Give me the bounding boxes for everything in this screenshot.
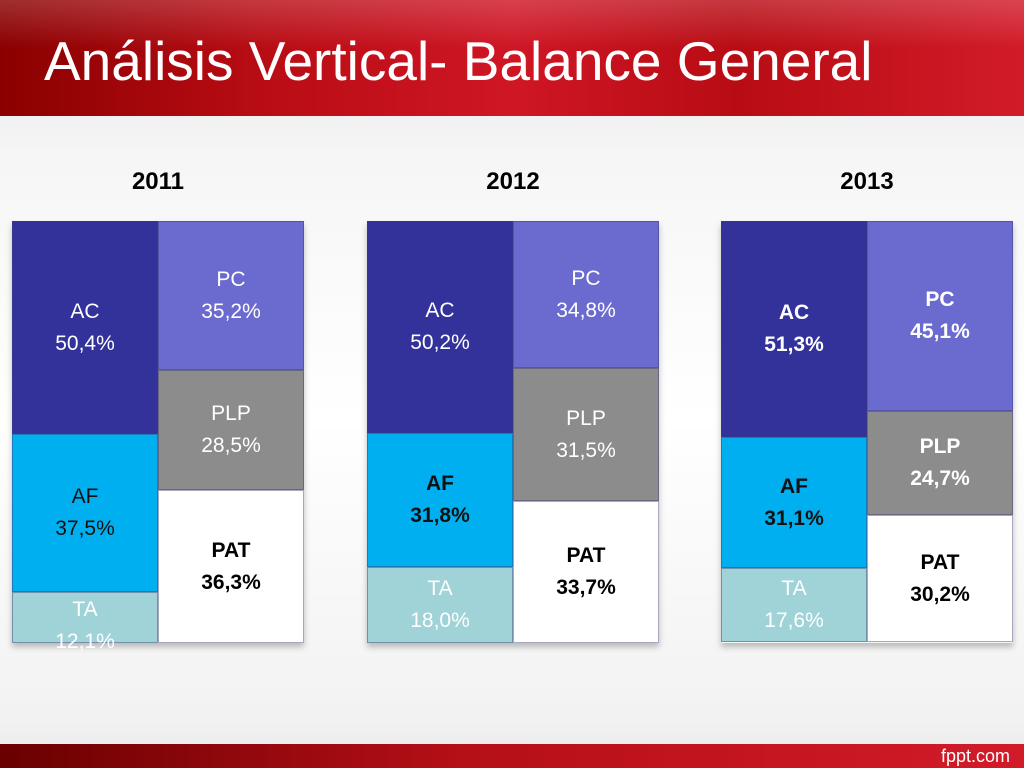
label-pc-2013: PC 45,1% [910,288,970,343]
title-bar: Análisis Vertical- Balance General [0,0,1024,116]
label-ta-2013: TA 17,6% [764,577,824,632]
label-af-2011: AF 37,5% [55,485,115,540]
label-ta-2011: TA 12,1% [55,598,115,653]
label-af-2012: AF 31,8% [410,472,470,527]
segment-plp-2011 [158,370,304,490]
label-pc-2011: PC 35,2% [201,267,261,323]
segment-ta-2013 [721,568,867,642]
segment-ta-2011 [12,592,158,643]
year-label-2011: 2011 [131,168,185,195]
segment-pc-2012 [513,221,659,368]
year-label-2012: 2012 [486,168,540,195]
balance-panel-2013: AC 51,3% AF 31,1% TA 17,6% PC 45,1% PLP 24,7… [721,221,1013,643]
label-ac-2011: AC 50,4% [55,299,115,355]
balance-panel-2012: AC 50,2% AF 31,8% TA 18,0% PC 34,8% PLP 31,5… [367,221,659,643]
segment-pc-2011 [158,221,304,370]
label-ta-2012: TA 18,0% [410,577,470,632]
label-pat-2012: PAT 33,7% [556,544,616,599]
label-pat-2013: PAT 30,2% [910,550,970,606]
label-plp-2012: PLP 31,5% [556,406,616,462]
segment-pat-2012 [513,501,659,643]
year-label-2013: 2013 [840,168,894,195]
segment-plp-2013 [867,411,1013,515]
segment-ac-2013 [721,221,867,437]
label-plp-2013: PLP 24,7% [910,435,970,490]
segment-af-2011 [12,434,158,592]
segment-pc-2013 [867,221,1013,411]
segment-pat-2011 [158,490,304,643]
segment-af-2012 [367,433,513,567]
segment-ac-2012 [367,221,513,433]
page-title: Análisis Vertical- Balance General [44,30,873,92]
balance-panel-2011: AC 50,4% AF 37,5% TA 12,1% PC 35,2% PLP 28,5… [12,221,304,653]
segment-ac-2011 [12,221,158,434]
label-pc-2012: PC 34,8% [556,266,616,322]
footer-brand: fppt.com [940,746,1010,766]
segment-ta-2012 [367,567,513,643]
label-af-2013: AF 31,1% [764,474,824,530]
label-ac-2012: AC 50,2% [410,299,470,354]
label-plp-2011: PLP 28,5% [201,402,261,457]
segment-plp-2012 [513,368,659,501]
segment-pat-2013 [867,515,1013,642]
label-pat-2011: PAT 36,3% [201,538,261,594]
footer-bar: fppt.com [0,744,1024,768]
label-ac-2013: AC 51,3% [764,301,824,356]
segment-af-2013 [721,437,867,568]
